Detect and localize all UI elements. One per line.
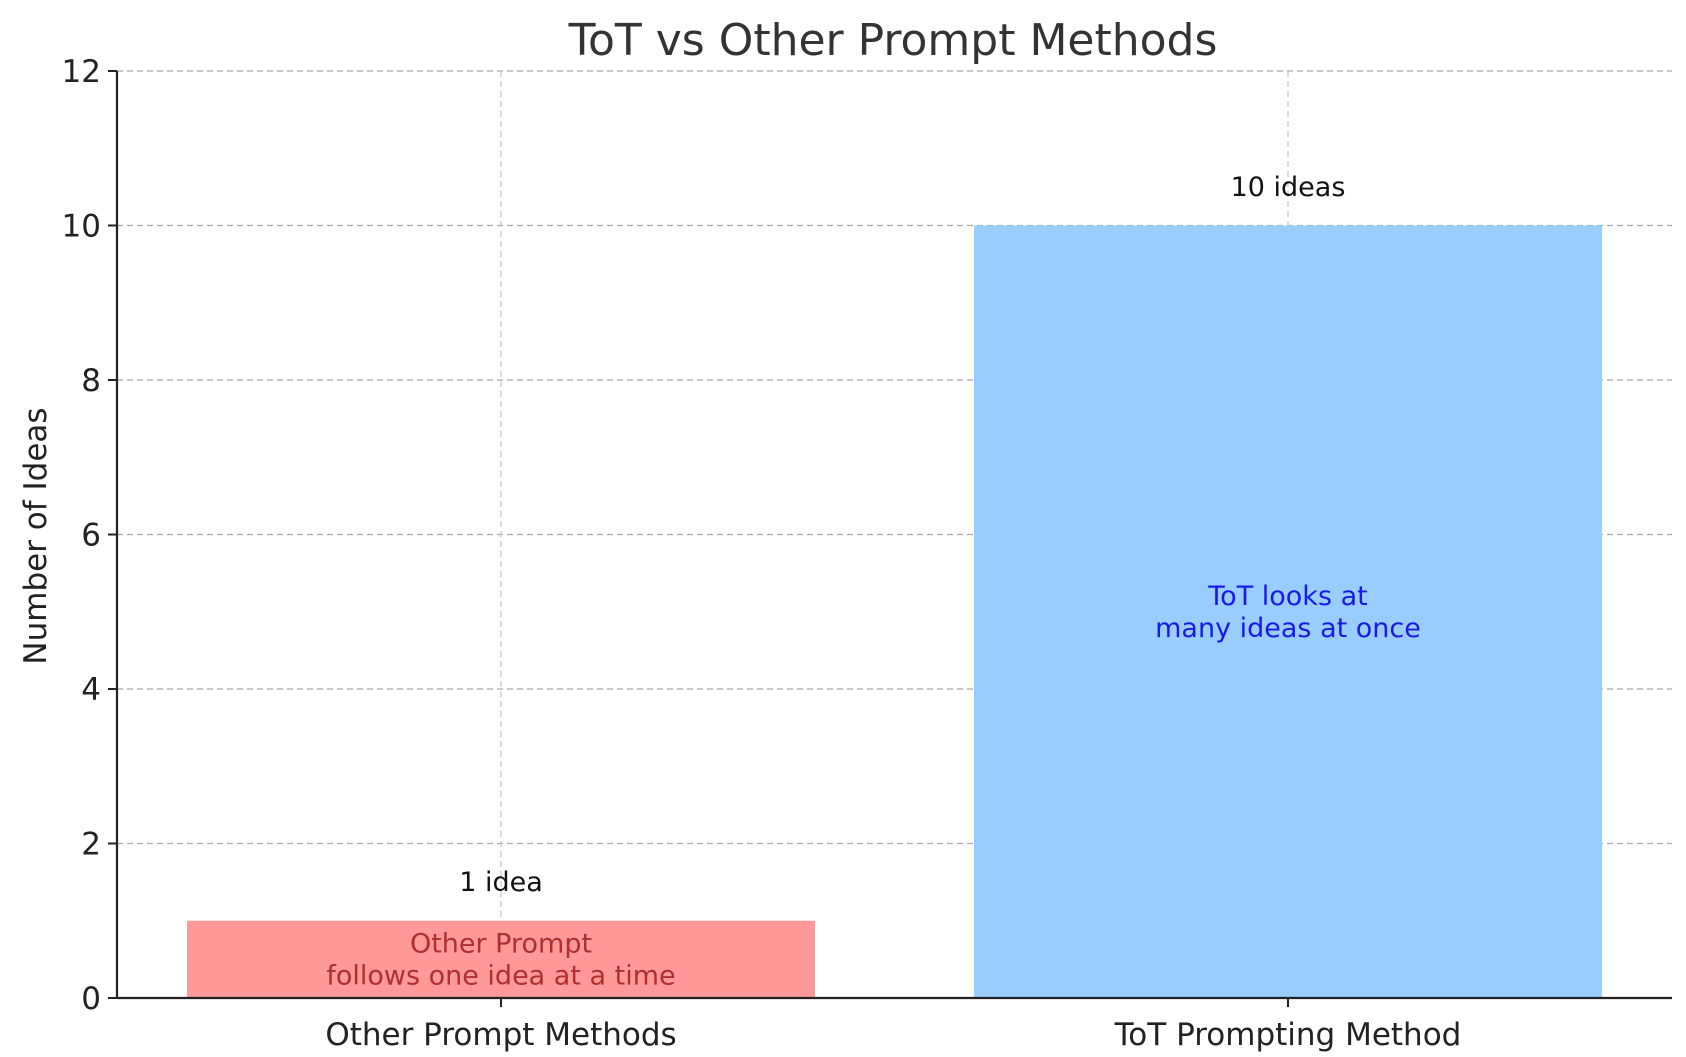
y-tick-label-4: 8 xyxy=(81,363,101,399)
y-tick-label-5: 10 xyxy=(62,209,101,245)
labels: 0 2 4 6 8 10 12 Other Prompt Methods ToT Prompti… xyxy=(62,54,1462,1053)
chart-title: ToT vs Other Prompt Methods xyxy=(568,15,1218,66)
y-tick-label-0: 0 xyxy=(81,981,101,1017)
x-tick-label-0: Other Prompt Methods xyxy=(325,1017,676,1053)
x-tick-label-1: ToT Prompting Method xyxy=(1114,1017,1462,1053)
value-label-1: 10 ideas xyxy=(1231,172,1346,203)
bar-annotation-1-line-0: ToT looks at xyxy=(1207,581,1367,612)
y-tick-label-3: 6 xyxy=(81,518,101,554)
bar-annotation-1-line-1: many ideas at once xyxy=(1155,613,1421,644)
bar-annotation-0-line-1: follows one idea at a time xyxy=(326,960,675,991)
y-tick-label-6: 12 xyxy=(62,54,101,90)
y-tick-label-1: 2 xyxy=(81,827,101,863)
y-axis-label: Number of Ideas xyxy=(18,407,54,664)
axes xyxy=(108,70,1672,1007)
y-tick-label-2: 4 xyxy=(81,672,101,708)
bars xyxy=(187,225,1602,998)
bar-0 xyxy=(187,920,815,998)
bar-1 xyxy=(974,225,1602,998)
value-label-0: 1 idea xyxy=(459,867,543,898)
bar-annotation-0-line-0: Other Prompt xyxy=(410,928,592,959)
